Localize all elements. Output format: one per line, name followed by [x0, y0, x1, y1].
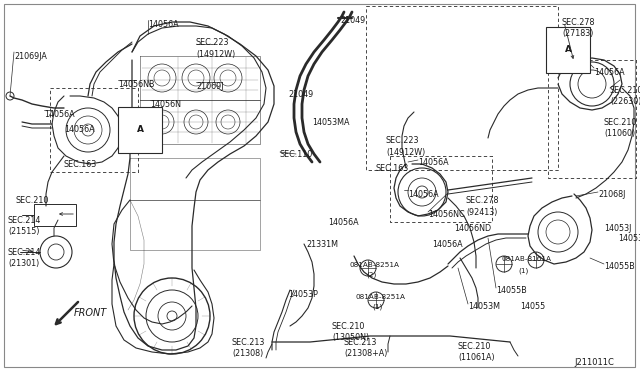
Text: 14056A: 14056A [594, 68, 625, 77]
Text: 14053P: 14053P [288, 290, 318, 299]
Text: 14056A: 14056A [328, 218, 358, 227]
Text: 14056A: 14056A [408, 190, 438, 199]
Text: 14056A: 14056A [64, 125, 95, 134]
Bar [34, 204, 76, 226]
Text: 14053J: 14053J [604, 224, 632, 233]
Text: (21308+A): (21308+A) [344, 349, 387, 358]
Text: SEC.210: SEC.210 [610, 86, 640, 95]
Text: 14056NC: 14056NC [428, 210, 465, 219]
Text: 14053: 14053 [618, 234, 640, 243]
Text: (2): (2) [366, 272, 376, 279]
Text: SEC.210: SEC.210 [604, 118, 637, 127]
Text: 14056A: 14056A [44, 110, 75, 119]
Text: SEC.163: SEC.163 [376, 164, 409, 173]
Text: 14056A: 14056A [432, 240, 463, 249]
Text: 081AB-8251A: 081AB-8251A [350, 262, 400, 268]
Text: A: A [564, 45, 572, 55]
Text: SEC.278: SEC.278 [562, 18, 595, 27]
Text: (11061A): (11061A) [458, 353, 495, 362]
Text: (21308): (21308) [232, 349, 263, 358]
Text: J211011C: J211011C [574, 358, 614, 367]
Text: 14053M: 14053M [468, 302, 500, 311]
Text: 14056ND: 14056ND [454, 224, 491, 233]
Text: SEC.110: SEC.110 [280, 150, 313, 159]
Text: 21331M: 21331M [306, 240, 338, 249]
Text: 081AB-8251A: 081AB-8251A [356, 294, 406, 300]
Text: SEC.214: SEC.214 [8, 216, 42, 225]
Text: (11060): (11060) [604, 129, 635, 138]
Text: 21049: 21049 [288, 90, 313, 99]
Text: 081AB-8161A: 081AB-8161A [502, 256, 552, 262]
Text: 14055B: 14055B [496, 286, 527, 295]
Text: 14055: 14055 [520, 302, 545, 311]
Text: 14056NB: 14056NB [118, 80, 154, 89]
Text: (21515): (21515) [8, 227, 40, 236]
Text: 21068J: 21068J [598, 190, 625, 199]
Text: 21069JA: 21069JA [14, 52, 47, 61]
Text: (1): (1) [372, 304, 382, 311]
Text: (92413): (92413) [466, 208, 497, 217]
Text: SEC.223: SEC.223 [196, 38, 230, 47]
Text: (13050N): (13050N) [332, 333, 369, 342]
Text: SEC.223: SEC.223 [386, 136, 419, 145]
Text: 14056N: 14056N [150, 100, 181, 109]
Text: 14056A: 14056A [148, 20, 179, 29]
Text: (14912W): (14912W) [196, 50, 236, 59]
Text: SEC.213: SEC.213 [344, 338, 378, 347]
Text: SEC.210: SEC.210 [16, 196, 49, 205]
Text: SEC.213: SEC.213 [232, 338, 266, 347]
Text: 14055B: 14055B [604, 262, 635, 271]
Text: (27183): (27183) [562, 29, 593, 38]
Text: (22630): (22630) [610, 97, 640, 106]
Text: 21069J: 21069J [196, 82, 223, 91]
Text: A: A [136, 125, 143, 135]
Text: SEC.210: SEC.210 [332, 322, 365, 331]
Text: (1): (1) [518, 267, 528, 273]
Text: FRONT: FRONT [74, 308, 108, 318]
Text: SEC.278: SEC.278 [466, 196, 499, 205]
Text: 21049: 21049 [340, 16, 365, 25]
Text: SEC.214: SEC.214 [8, 248, 42, 257]
Text: SEC.210: SEC.210 [458, 342, 492, 351]
Text: (14912W): (14912W) [386, 148, 425, 157]
Text: SEC.163: SEC.163 [64, 160, 97, 169]
Text: 14053MA: 14053MA [312, 118, 349, 127]
Text: (21301): (21301) [8, 259, 39, 268]
Text: 14056A: 14056A [418, 158, 449, 167]
